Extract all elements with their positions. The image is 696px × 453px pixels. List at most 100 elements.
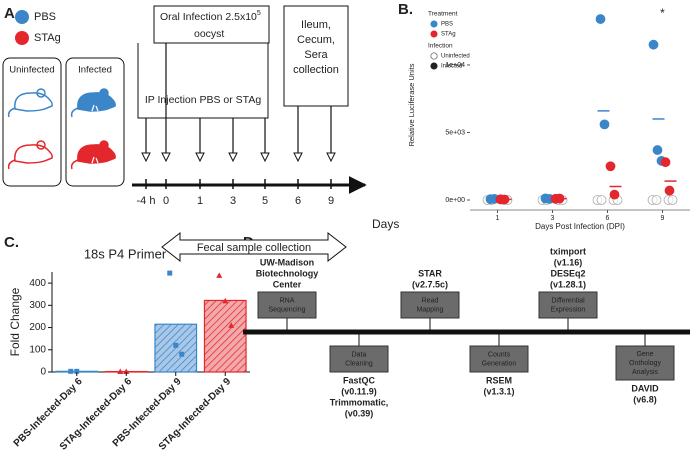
mouse-ear bbox=[36, 140, 46, 150]
legend-label: STAg bbox=[34, 32, 61, 44]
step-box bbox=[538, 291, 598, 319]
data-point bbox=[596, 195, 607, 205]
ip-box bbox=[137, 43, 269, 119]
step-label: Generation bbox=[482, 360, 517, 367]
step-label: Analysis bbox=[632, 369, 659, 376]
fecal-arrow bbox=[161, 231, 347, 263]
timepoint-label: -4 h bbox=[137, 195, 156, 207]
mouse-body bbox=[14, 144, 53, 164]
step-label: Onthology bbox=[629, 360, 661, 367]
annotation: * bbox=[660, 6, 665, 20]
arrow-head bbox=[260, 152, 270, 163]
mouse-leg bbox=[91, 104, 99, 112]
step-label: Expression bbox=[551, 306, 586, 313]
x-tick-label: 6 bbox=[606, 215, 610, 222]
mouse-body bbox=[77, 92, 116, 112]
legend-marker bbox=[430, 30, 438, 38]
y-axis-label: Relative Luciferase Units bbox=[407, 63, 416, 146]
mouse-ear bbox=[99, 140, 109, 150]
data-point bbox=[167, 270, 173, 276]
step-caption: (v2.7.5c) bbox=[412, 279, 448, 289]
data-point bbox=[609, 189, 620, 200]
collection-text: Ileum, bbox=[301, 19, 331, 31]
mouse-tail bbox=[7, 159, 16, 170]
data-point bbox=[648, 39, 659, 50]
group-label: Infected bbox=[78, 65, 112, 76]
data-point bbox=[179, 351, 185, 357]
y-tick-label: 300 bbox=[29, 300, 46, 311]
arrow-head bbox=[161, 152, 171, 163]
collection-text: collection bbox=[293, 64, 339, 76]
data-point bbox=[652, 145, 663, 155]
plot-background bbox=[470, 5, 690, 210]
legend-title: Treatment bbox=[428, 11, 458, 18]
legend-label: PBS bbox=[441, 22, 453, 28]
data-point bbox=[667, 195, 678, 205]
data-point bbox=[117, 368, 124, 375]
collection-box bbox=[283, 5, 349, 107]
step-label: Counts bbox=[488, 351, 511, 358]
data-point bbox=[228, 322, 235, 328]
data-point bbox=[123, 368, 130, 375]
bar bbox=[203, 299, 247, 373]
collection-text: Sera bbox=[304, 49, 328, 61]
legend-label: PBS bbox=[34, 11, 56, 23]
x-tick-label: 9 bbox=[661, 215, 665, 222]
data-point bbox=[173, 342, 179, 348]
data-point bbox=[222, 297, 229, 304]
legend-marker bbox=[430, 20, 438, 28]
oral-box bbox=[153, 5, 270, 44]
arrow-head bbox=[326, 152, 336, 163]
mouse-body bbox=[77, 144, 116, 164]
timepoint-label: 3 bbox=[230, 195, 236, 207]
step-caption: (v0.11.9) bbox=[341, 386, 377, 396]
step-caption: (v1.16) bbox=[554, 257, 583, 267]
data-point bbox=[216, 272, 223, 278]
chart-title: 18s P4 Primer bbox=[84, 246, 167, 261]
data-point bbox=[595, 14, 606, 24]
mouse-tail bbox=[70, 107, 79, 118]
data-point bbox=[68, 368, 74, 374]
step-label: Read bbox=[422, 297, 439, 304]
timepoint-label: 5 bbox=[262, 195, 268, 207]
timepoint-label: 1 bbox=[197, 195, 203, 207]
step-caption: Trimmomatic, bbox=[330, 397, 389, 407]
legend-marker bbox=[430, 52, 438, 60]
fecal-text: Fecal sample collection bbox=[197, 242, 311, 254]
x-axis-label: Days Post Infection (DPI) bbox=[535, 222, 625, 231]
legend-dot bbox=[15, 31, 29, 45]
legend-marker bbox=[430, 62, 438, 70]
data-point bbox=[599, 119, 610, 130]
legend-label: STAg bbox=[441, 32, 456, 38]
mouse-icon bbox=[7, 88, 53, 118]
oral-text: oocyst bbox=[194, 28, 224, 40]
step-label: Data bbox=[352, 351, 367, 358]
mouse-leg bbox=[91, 156, 99, 164]
step-label: RNA bbox=[280, 297, 295, 304]
step-caption: FastQC bbox=[343, 375, 376, 385]
mouse-icon bbox=[7, 140, 53, 170]
step-caption: (v1.3.1) bbox=[483, 386, 514, 396]
panel-label: C. bbox=[4, 234, 19, 251]
arrow-head bbox=[228, 152, 238, 163]
step-label: Mapping bbox=[417, 306, 444, 313]
step-box bbox=[400, 291, 460, 319]
legend-label: Uninfected bbox=[441, 54, 470, 60]
step-caption: (v1.28.1) bbox=[550, 279, 586, 289]
y-tick-label: 0e+00 bbox=[445, 197, 465, 204]
step-caption: UW-Madison bbox=[260, 257, 314, 267]
timepoint-label: 6 bbox=[295, 195, 301, 207]
legend-dot bbox=[15, 10, 29, 24]
panel-label: B. bbox=[398, 1, 413, 18]
step-caption: Biotechnology bbox=[256, 268, 319, 278]
step-caption: (v0.39) bbox=[345, 408, 374, 418]
legend-title: Infection bbox=[428, 43, 453, 50]
data-point bbox=[651, 195, 662, 205]
mouse-ear bbox=[99, 88, 109, 98]
step-caption: tximport bbox=[550, 246, 586, 256]
arrow-head bbox=[293, 152, 303, 163]
axis-label: Days bbox=[372, 217, 399, 231]
mouse-ear bbox=[36, 88, 46, 98]
timepoint-label: 9 bbox=[328, 195, 334, 207]
step-label: Cleaning bbox=[345, 360, 373, 367]
